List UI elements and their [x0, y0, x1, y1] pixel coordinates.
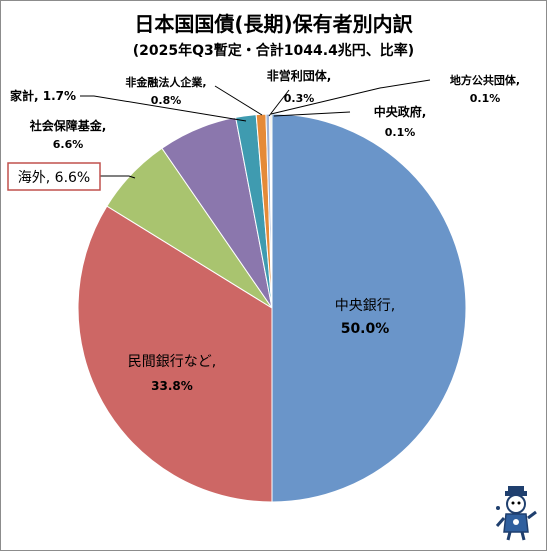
mascot-icon	[495, 486, 537, 541]
label-social-security-name: 社会保障基金,	[29, 118, 107, 133]
label-nonfinancial-name: 非金融法人企業,	[125, 75, 206, 89]
mascot-hat-top	[508, 486, 524, 493]
label-private-bank-pct: 33.8%	[151, 379, 193, 393]
label-overseas: 海外, 6.6%	[18, 170, 90, 186]
label-nonprofit-pct: 0.3%	[284, 92, 315, 105]
label-nonprofit-name: 非営利団体,	[267, 68, 332, 83]
mascot-eye-right	[517, 501, 521, 505]
leader-line-household	[80, 95, 247, 122]
mascot-hat	[505, 491, 527, 496]
mascot-eye-left	[511, 501, 515, 505]
leader-line-overseas	[99, 175, 136, 179]
label-central-bank-pct: 50.0%	[341, 321, 390, 337]
mascot-leg-left	[506, 531, 512, 541]
mascot-head	[506, 494, 526, 514]
mascot-leg-right	[520, 531, 526, 541]
label-household: 家計, 1.7%	[10, 88, 76, 103]
chart-title: 日本国国債(長期)保有者別内訳	[134, 12, 413, 36]
label-central-gov-name: 中央政府,	[374, 104, 427, 119]
label-social-security-pct: 6.6%	[53, 138, 84, 151]
label-private-bank-name: 民間銀行など,	[128, 354, 216, 370]
mascot-arm-left	[495, 517, 506, 527]
mascot-badge	[513, 519, 519, 525]
pie-slice-1	[77, 205, 273, 503]
pie-slices	[77, 113, 467, 503]
leader-line-nonfinancial	[214, 85, 263, 116]
label-central-gov-pct: 0.1%	[385, 126, 416, 139]
leader-line-local-gov	[270, 79, 431, 115]
label-local-gov-pct: 0.1%	[470, 92, 501, 105]
chart-subtitle: (2025年Q3暫定・合計1044.4兆円、比率)	[132, 43, 415, 59]
label-local-gov-name: 地方公共団体,	[450, 73, 520, 87]
leader-line-central-gov	[273, 111, 351, 117]
mascot-sparkle	[496, 506, 500, 510]
pie-slice-0	[271, 113, 467, 503]
overseas-callout-box	[7, 162, 101, 191]
label-nonfinancial-pct: 0.8%	[151, 94, 182, 107]
mascot-arm-right	[527, 510, 537, 520]
leader-lines	[80, 79, 431, 179]
label-central-bank-name: 中央銀行,	[335, 298, 395, 314]
leader-line-nonprofit	[268, 89, 290, 117]
